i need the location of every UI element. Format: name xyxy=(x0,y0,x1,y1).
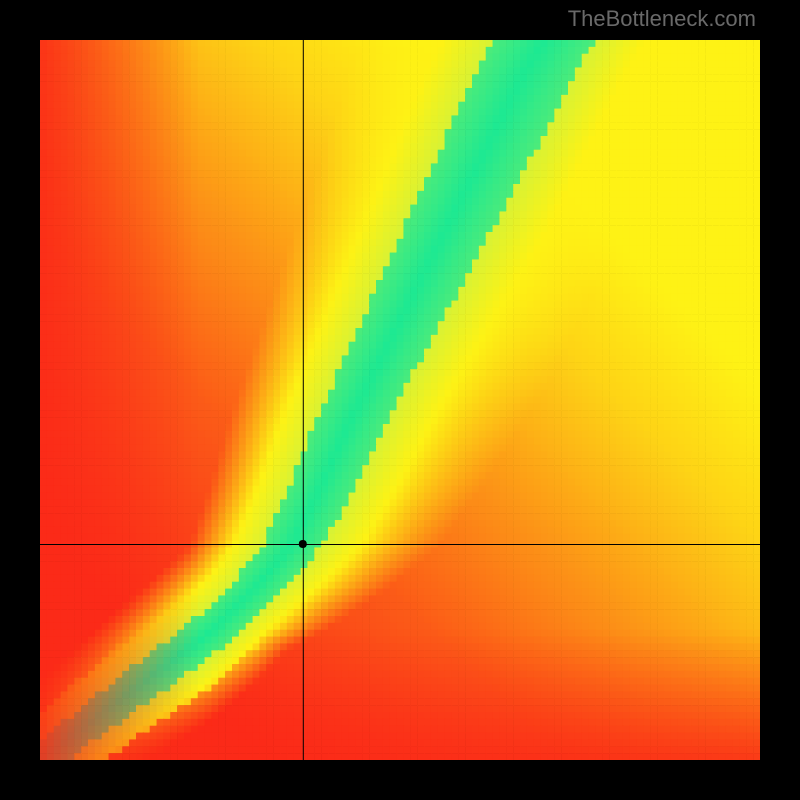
chart-container: { "watermark": { "text": "TheBottleneck.… xyxy=(0,0,800,800)
bottleneck-heatmap xyxy=(40,40,760,760)
watermark-text: TheBottleneck.com xyxy=(568,6,756,32)
